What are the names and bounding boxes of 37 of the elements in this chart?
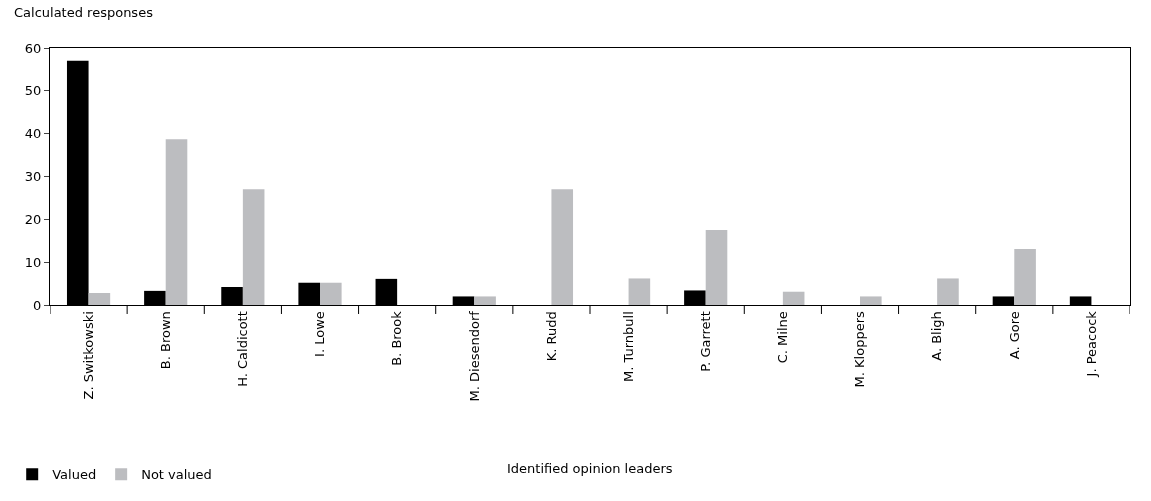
bar [165, 139, 188, 305]
y-tick-label: 40 [24, 126, 42, 142]
x-tick-label: M. Kloppers [852, 310, 868, 388]
bar [860, 296, 882, 305]
bar [88, 293, 111, 305]
bar [705, 230, 728, 305]
y-tick-label: 0 [33, 297, 42, 313]
bar [937, 278, 959, 305]
x-tick-label: H. Caldicott [235, 311, 251, 387]
bar [242, 189, 265, 305]
x-tick-label: A. Bligh [929, 311, 945, 361]
y-tick-label: 10 [24, 254, 42, 270]
x-tick-label: Z. Switkowski [80, 311, 96, 400]
x-tick-label: B. Brown [157, 311, 173, 370]
bar [551, 189, 574, 305]
bar [782, 291, 805, 305]
x-tick-label: A. Gore [1006, 311, 1022, 360]
legend-label: Valued [52, 467, 97, 483]
y-axis-title: Calculated responses [14, 5, 154, 20]
x-tick-label: I. Lowe [312, 311, 328, 357]
x-tick-label: P. Garrett [697, 311, 713, 372]
x-tick-label: M. Diesendorf [466, 310, 482, 402]
x-tick-label: B. Brook [389, 310, 405, 366]
y-tick-label: 50 [24, 83, 42, 99]
bar [320, 282, 342, 305]
legend-label: Not valued [141, 467, 212, 483]
bar [1014, 248, 1036, 305]
x-axis-title: Identified opinion leaders [507, 461, 673, 476]
x-tick-label: K. Rudd [543, 311, 559, 362]
x-tick-label: J. Peacock [1083, 310, 1099, 378]
y-tick-label: 60 [24, 40, 42, 56]
bar [628, 278, 651, 305]
x-tick-label: C. Milne [775, 311, 791, 364]
y-tick-label: 30 [24, 169, 42, 185]
y-tick-label: 20 [24, 211, 42, 227]
x-tick-label: M. Turnbull [620, 311, 636, 382]
bar [474, 296, 496, 305]
